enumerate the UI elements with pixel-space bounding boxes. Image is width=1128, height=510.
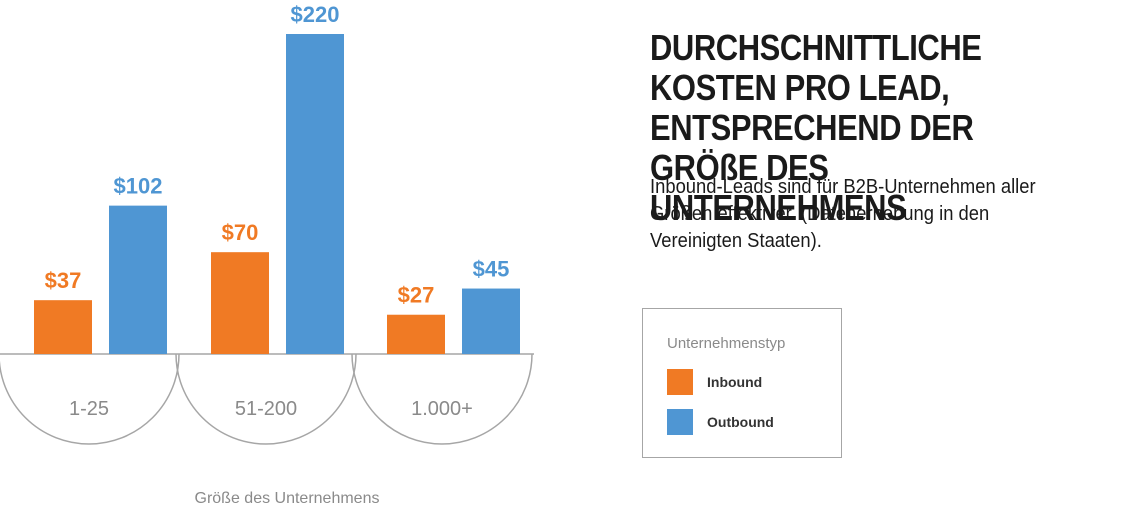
legend-swatch-outbound bbox=[667, 409, 693, 435]
category-bubble bbox=[0, 353, 180, 445]
category-bubble bbox=[175, 353, 357, 445]
x-tick-label: 51-200 bbox=[235, 398, 297, 420]
x-tick-label: 1-25 bbox=[69, 398, 109, 420]
chart-subtitle: Inbound-Leads sind für B2B-Unternehmen a… bbox=[650, 176, 1036, 252]
bar-inbound bbox=[34, 300, 92, 354]
legend-label-inbound: Inbound bbox=[707, 374, 763, 390]
bar-value-label: $45 bbox=[473, 257, 510, 282]
legend-item-outbound: Outbound bbox=[667, 409, 774, 435]
chart-title: DURCHSCHNITTLICHE KOSTEN PRO LEAD, ENTSP… bbox=[650, 27, 982, 228]
bar-value-label: $27 bbox=[398, 283, 435, 308]
bar-inbound bbox=[211, 252, 269, 354]
bar-inbound bbox=[387, 314, 445, 354]
legend-label-outbound: Outbound bbox=[707, 414, 774, 430]
x-axis-label: Größe des Unternehmens bbox=[195, 490, 380, 507]
bar-value-label: $220 bbox=[291, 2, 340, 27]
legend-swatch-inbound bbox=[667, 369, 693, 395]
legend-title: Unternehmenstyp bbox=[667, 335, 786, 352]
bar-outbound bbox=[286, 34, 344, 354]
legend-item-inbound: Inbound bbox=[667, 369, 762, 395]
bar-value-label: $70 bbox=[222, 220, 259, 245]
bar-outbound bbox=[462, 288, 520, 354]
x-tick-label: 1.000+ bbox=[411, 398, 473, 420]
bar-value-label: $102 bbox=[114, 174, 163, 199]
bar-outbound bbox=[109, 205, 167, 354]
bar-value-label: $37 bbox=[45, 268, 82, 293]
category-bubble bbox=[351, 353, 533, 445]
legend: Unternehmenstyp Inbound Outbound bbox=[642, 308, 842, 458]
